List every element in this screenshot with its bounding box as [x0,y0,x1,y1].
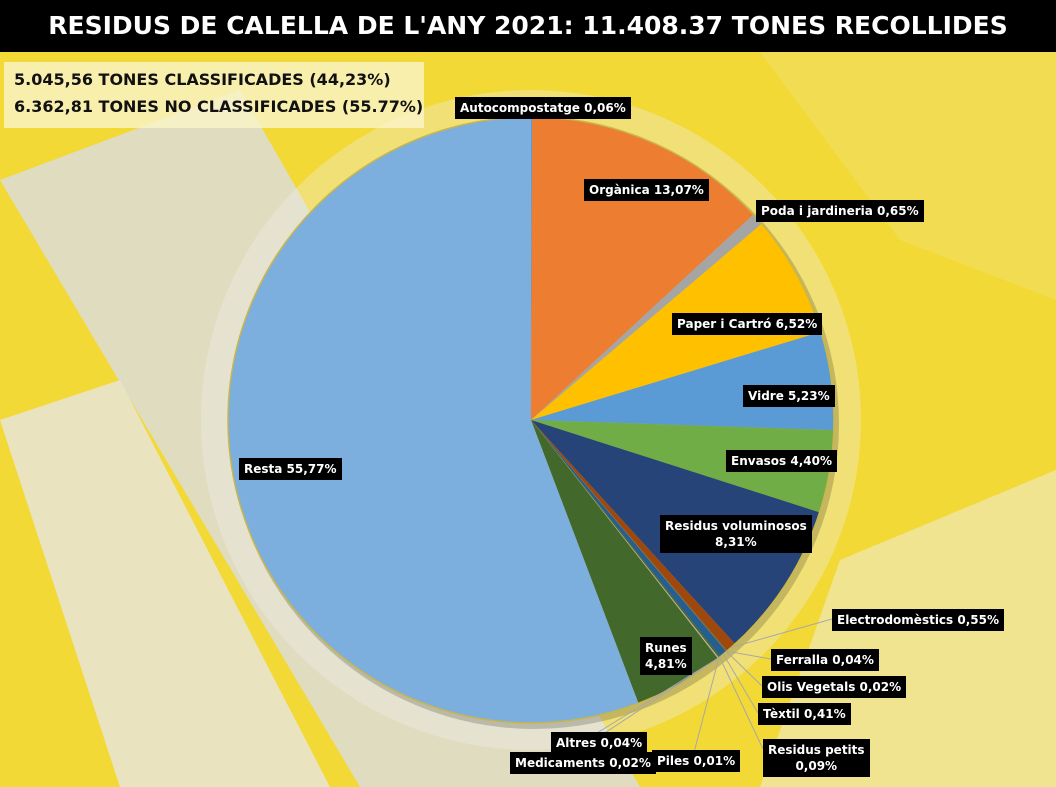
leader-line [722,653,759,714]
slice-label: Resta 55,77% [239,458,342,480]
slice-label: Paper i Cartró 6,52% [672,313,823,335]
slice-label: Altres 0,04% [551,732,648,754]
leader-line [731,618,833,648]
leader-line [726,651,763,687]
slice-label: Ferralla 0,04% [771,649,879,671]
pie-slice[interactable] [531,420,719,659]
pie-slice[interactable] [228,117,639,724]
slice-label: Piles 0,01% [652,750,741,772]
slice-label: Vidre 5,23% [743,385,835,407]
summary-box: 5.045,56 TONES CLASSIFICADES (44,23%) 6.… [4,62,424,128]
slice-label: Autocompostatge 0,06% [455,97,631,119]
classified-summary: 5.045,56 TONES CLASSIFICADES (44,23%) [14,70,391,89]
pie-slice[interactable] [531,214,762,420]
slice-label: Medicaments 0,02% [510,752,656,774]
slice-label: Runes 4,81% [640,637,692,675]
slice-label: Residus voluminosos 8,31% [660,515,812,553]
slice-label: Olis Vegetals 0,02% [762,676,907,698]
pie-slice[interactable] [531,420,834,513]
pie-slice[interactable] [531,420,719,659]
leader-line [590,657,719,743]
slice-label: Poda i jardineria 0,65% [756,200,924,222]
unclassified-summary: 6.362,81 TONES NO CLASSIFICADES (55.77%) [14,97,424,116]
pie-slice[interactable] [531,420,727,652]
pie-slice[interactable] [531,420,727,657]
leader-line [719,656,764,750]
pie-slice[interactable] [531,420,728,652]
pie-slice[interactable] [531,420,719,658]
pie-slice[interactable] [531,420,736,651]
pie-slice[interactable] [531,420,721,658]
leader-line [691,657,720,761]
slice-label: Electrodomèstics 0,55% [832,609,1004,631]
leader-line [726,650,772,660]
slice-label: Envasos 4,40% [726,450,837,472]
pie-slice[interactable] [531,117,533,420]
slice-label: Residus petits 0,09% [763,739,870,777]
slice-label: Orgànica 13,07% [584,179,709,201]
pie-slice[interactable] [531,420,718,704]
chart-title: RESIDUS DE CALELLA DE L'ANY 2021: 11.408… [0,0,1056,52]
slice-label: Tèxtil 0,41% [758,703,851,725]
